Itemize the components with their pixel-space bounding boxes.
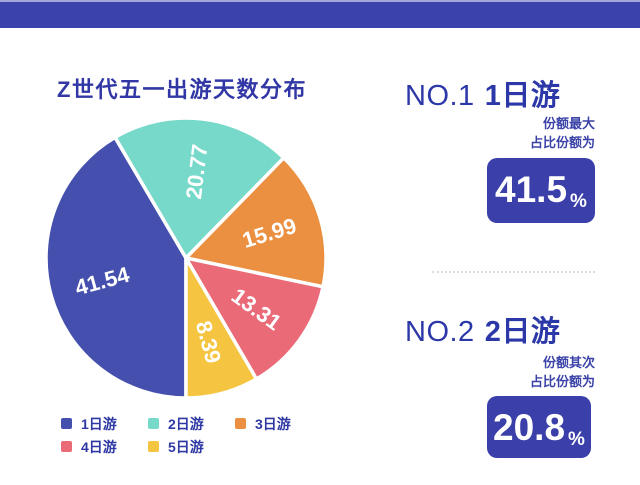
legend-swatch — [61, 418, 72, 429]
pie-legend: 1日游 2日游 3日游 4日游 5日游 — [61, 415, 322, 455]
legend-label: 3日游 — [255, 415, 291, 432]
ranking-no2-value-badge: 20.8 % — [487, 396, 591, 458]
pie-slice-1日游 — [44, 135, 188, 400]
badge-value: 41.5 — [495, 169, 568, 210]
legend-label: 5日游 — [168, 438, 204, 455]
dotted-divider — [432, 271, 595, 273]
legend-item-1日游: 1日游 — [61, 415, 148, 432]
chart-title: Z世代五一出游天数分布 — [57, 77, 307, 102]
badge-unit: % — [568, 429, 585, 450]
legend-swatch — [235, 418, 246, 429]
legend-item-3日游: 3日游 — [235, 415, 322, 432]
legend-swatch — [148, 441, 159, 452]
badge-value: 20.8 — [493, 407, 566, 448]
pie-slice-4日游 — [184, 256, 325, 381]
legend-item-2日游: 2日游 — [148, 415, 235, 432]
ranking-no2-heading: NO.2 2日游 — [405, 308, 560, 350]
pie-slice-5日游 — [184, 256, 259, 400]
legend-label: 2日游 — [168, 415, 204, 432]
note-line: 份额其次 — [542, 355, 595, 370]
note-line: 份额最大 — [542, 116, 595, 131]
legend-label: 1日游 — [81, 415, 117, 432]
rank-number: NO.2 — [405, 316, 475, 348]
ranking-no1-note: 份额最大 占比份额为 — [530, 114, 595, 152]
ranking-no1-heading: NO.1 1日游 — [405, 72, 560, 114]
header-bar — [0, 2, 640, 28]
ranking-no2-note: 份额其次 占比份额为 — [530, 353, 595, 391]
header-top-strip — [0, 0, 640, 2]
note-line: 占比份额为 — [529, 135, 595, 150]
note-line: 占比份额为 — [529, 374, 595, 389]
legend-label: 4日游 — [81, 438, 117, 455]
rank-category: 1日游 — [484, 80, 561, 112]
legend-swatch — [148, 418, 159, 429]
ranking-no1-value-badge: 41.5 % — [487, 158, 595, 223]
pie-slice-3日游 — [184, 156, 328, 289]
rank-number: NO.1 — [405, 80, 475, 112]
rank-category: 2日游 — [484, 316, 561, 348]
legend-item-4日游: 4日游 — [61, 438, 148, 455]
pie-slice-2日游 — [113, 116, 286, 260]
legend-item-5日游: 5日游 — [148, 438, 235, 455]
legend-swatch — [61, 441, 72, 452]
badge-unit: % — [570, 191, 587, 212]
